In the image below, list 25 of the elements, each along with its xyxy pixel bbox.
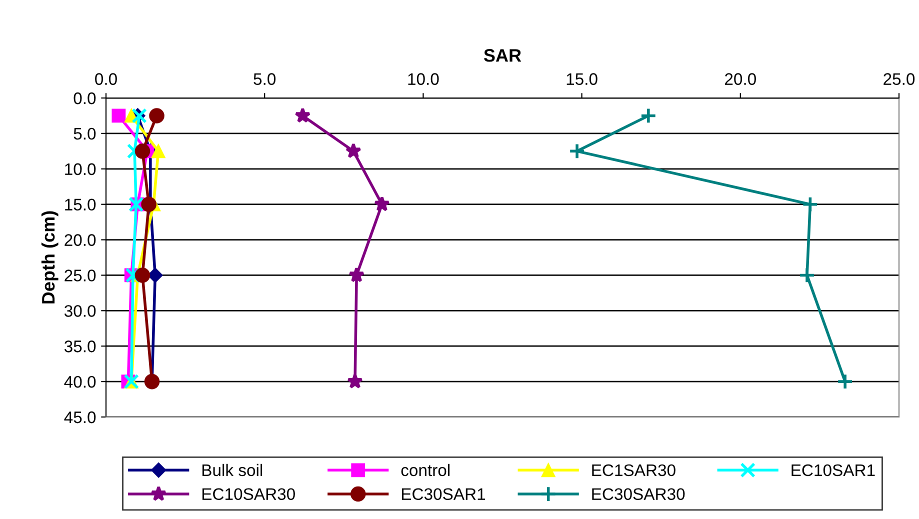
x-tick-label: 15.0 [566,73,598,85]
legend-label: EC1SAR30 [592,464,676,476]
x-tick-label: 25.0 [884,73,915,85]
x-tick-label: 10.0 [408,73,439,85]
x-tick-label: 5.0 [254,73,276,85]
y-tick-label: 30.0 [64,305,96,317]
legend-label: EC10SAR30 [202,488,295,500]
y-tick-label: 40.0 [64,376,96,388]
y-tick-label: 20.0 [64,234,96,246]
y-tick-label: 0.0 [74,92,96,104]
y-tick-label: 10.0 [65,163,96,176]
legend-label: control [401,464,450,476]
x-axis-title: SAR [484,49,522,62]
legend-label: Bulk soil [202,464,262,476]
legend-label: EC30SAR1 [402,488,486,500]
y-tick-label: 15.0 [65,198,96,211]
y-tick-label: 25.0 [64,270,96,282]
y-axis-title: Depth (cm) [41,211,58,304]
x-tick-label: 20.0 [725,73,756,85]
y-tick-label: 35.0 [64,340,96,352]
x-tick-label: 0.0 [95,73,117,85]
y-tick-label: 5.0 [74,128,96,140]
legend-label: EC30SAR30 [592,488,685,500]
y-tick-label: 45.0 [64,411,96,424]
legend-label: EC10SAR1 [792,464,875,476]
